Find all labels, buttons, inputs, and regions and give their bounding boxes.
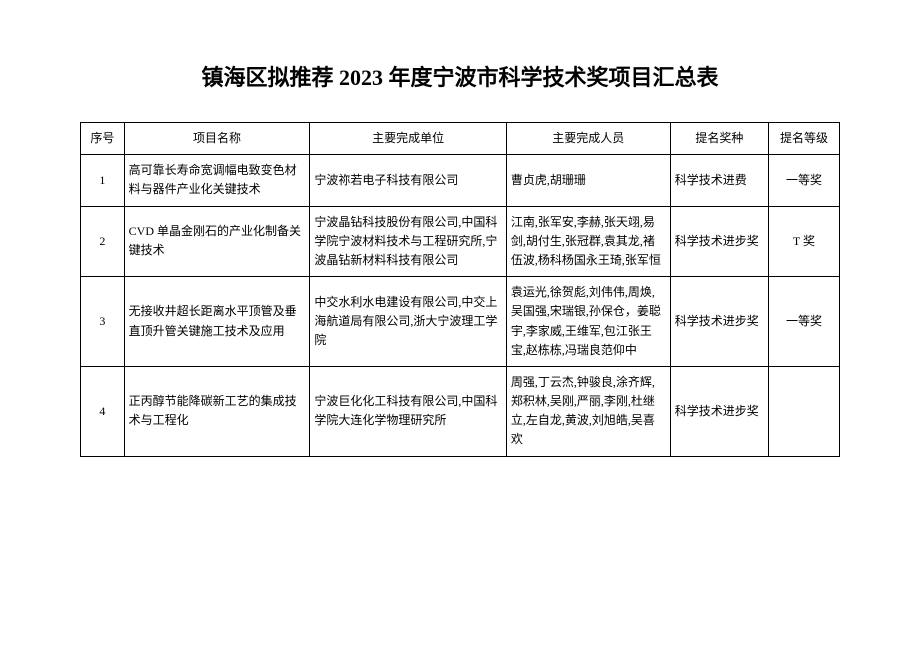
cell-name: 高可靠长寿命宽调幅电致变色材料与器件产业化关键技术 xyxy=(124,155,310,206)
cell-person: 周强,丁云杰,钟骏良,涂齐辉,郑积林,吴刚,严丽,李刚,杜继立,左自龙,黄波,刘… xyxy=(506,366,670,456)
cell-person: 江南,张军安,李赫,张天翊,易剑,胡付生,张冠群,袁其龙,褚伍波,杨科杨国永王琦… xyxy=(506,206,670,277)
cell-award: 科学技术进步奖 xyxy=(670,277,768,367)
table-row: 1 高可靠长寿命宽调幅电致变色材料与器件产业化关键技术 宁波祢若电子科技有限公司… xyxy=(81,155,840,206)
cell-seq: 2 xyxy=(81,206,125,277)
cell-name: CVD 单晶金刚石的产业化制备关键技术 xyxy=(124,206,310,277)
cell-name: 无接收井超长距离水平顶管及垂直顶升管关键施工技术及应用 xyxy=(124,277,310,367)
table-row: 3 无接收井超长距离水平顶管及垂直顶升管关键施工技术及应用 中交水利水电建设有限… xyxy=(81,277,840,367)
cell-person: 袁运光,徐贺彪,刘伟伟,周焕,吴国强,宋瑞银,孙保仓，姜聪宇,李家威,王维军,包… xyxy=(506,277,670,367)
cell-award: 科学技术进步奖 xyxy=(670,206,768,277)
header-award: 提名奖种 xyxy=(670,123,768,155)
header-level: 提名等级 xyxy=(768,123,839,155)
cell-level xyxy=(768,366,839,456)
cell-unit: 宁波晶钻科技股份有限公司,中国科学院宁波材料技术与工程研究所,宁波晶钻新材料科技… xyxy=(310,206,507,277)
cell-seq: 4 xyxy=(81,366,125,456)
cell-award: 科学技术进费 xyxy=(670,155,768,206)
header-person: 主要完成人员 xyxy=(506,123,670,155)
header-name: 项目名称 xyxy=(124,123,310,155)
cell-award: 科学技术进步奖 xyxy=(670,366,768,456)
table-row: 2 CVD 单晶金刚石的产业化制备关键技术 宁波晶钻科技股份有限公司,中国科学院… xyxy=(81,206,840,277)
header-seq: 序号 xyxy=(81,123,125,155)
cell-unit: 宁波祢若电子科技有限公司 xyxy=(310,155,507,206)
cell-name: 正丙醇节能降碳新工艺的集成技术与工程化 xyxy=(124,366,310,456)
header-unit: 主要完成单位 xyxy=(310,123,507,155)
cell-unit: 中交水利水电建设有限公司,中交上海航道局有限公司,浙大宁波理工学院 xyxy=(310,277,507,367)
projects-table: 序号 项目名称 主要完成单位 主要完成人员 提名奖种 提名等级 1 高可靠长寿命… xyxy=(80,122,840,457)
cell-level: 一等奖 xyxy=(768,277,839,367)
cell-seq: 3 xyxy=(81,277,125,367)
table-header-row: 序号 项目名称 主要完成单位 主要完成人员 提名奖种 提名等级 xyxy=(81,123,840,155)
cell-unit: 宁波巨化化工科技有限公司,中国科学院大连化学物理研究所 xyxy=(310,366,507,456)
cell-level: 一等奖 xyxy=(768,155,839,206)
cell-seq: 1 xyxy=(81,155,125,206)
table-row: 4 正丙醇节能降碳新工艺的集成技术与工程化 宁波巨化化工科技有限公司,中国科学院… xyxy=(81,366,840,456)
cell-person: 曹贞虎,胡珊珊 xyxy=(506,155,670,206)
page-title: 镇海区拟推荐 2023 年度宁波市科学技术奖项目汇总表 xyxy=(80,60,840,92)
cell-level: T 奖 xyxy=(768,206,839,277)
